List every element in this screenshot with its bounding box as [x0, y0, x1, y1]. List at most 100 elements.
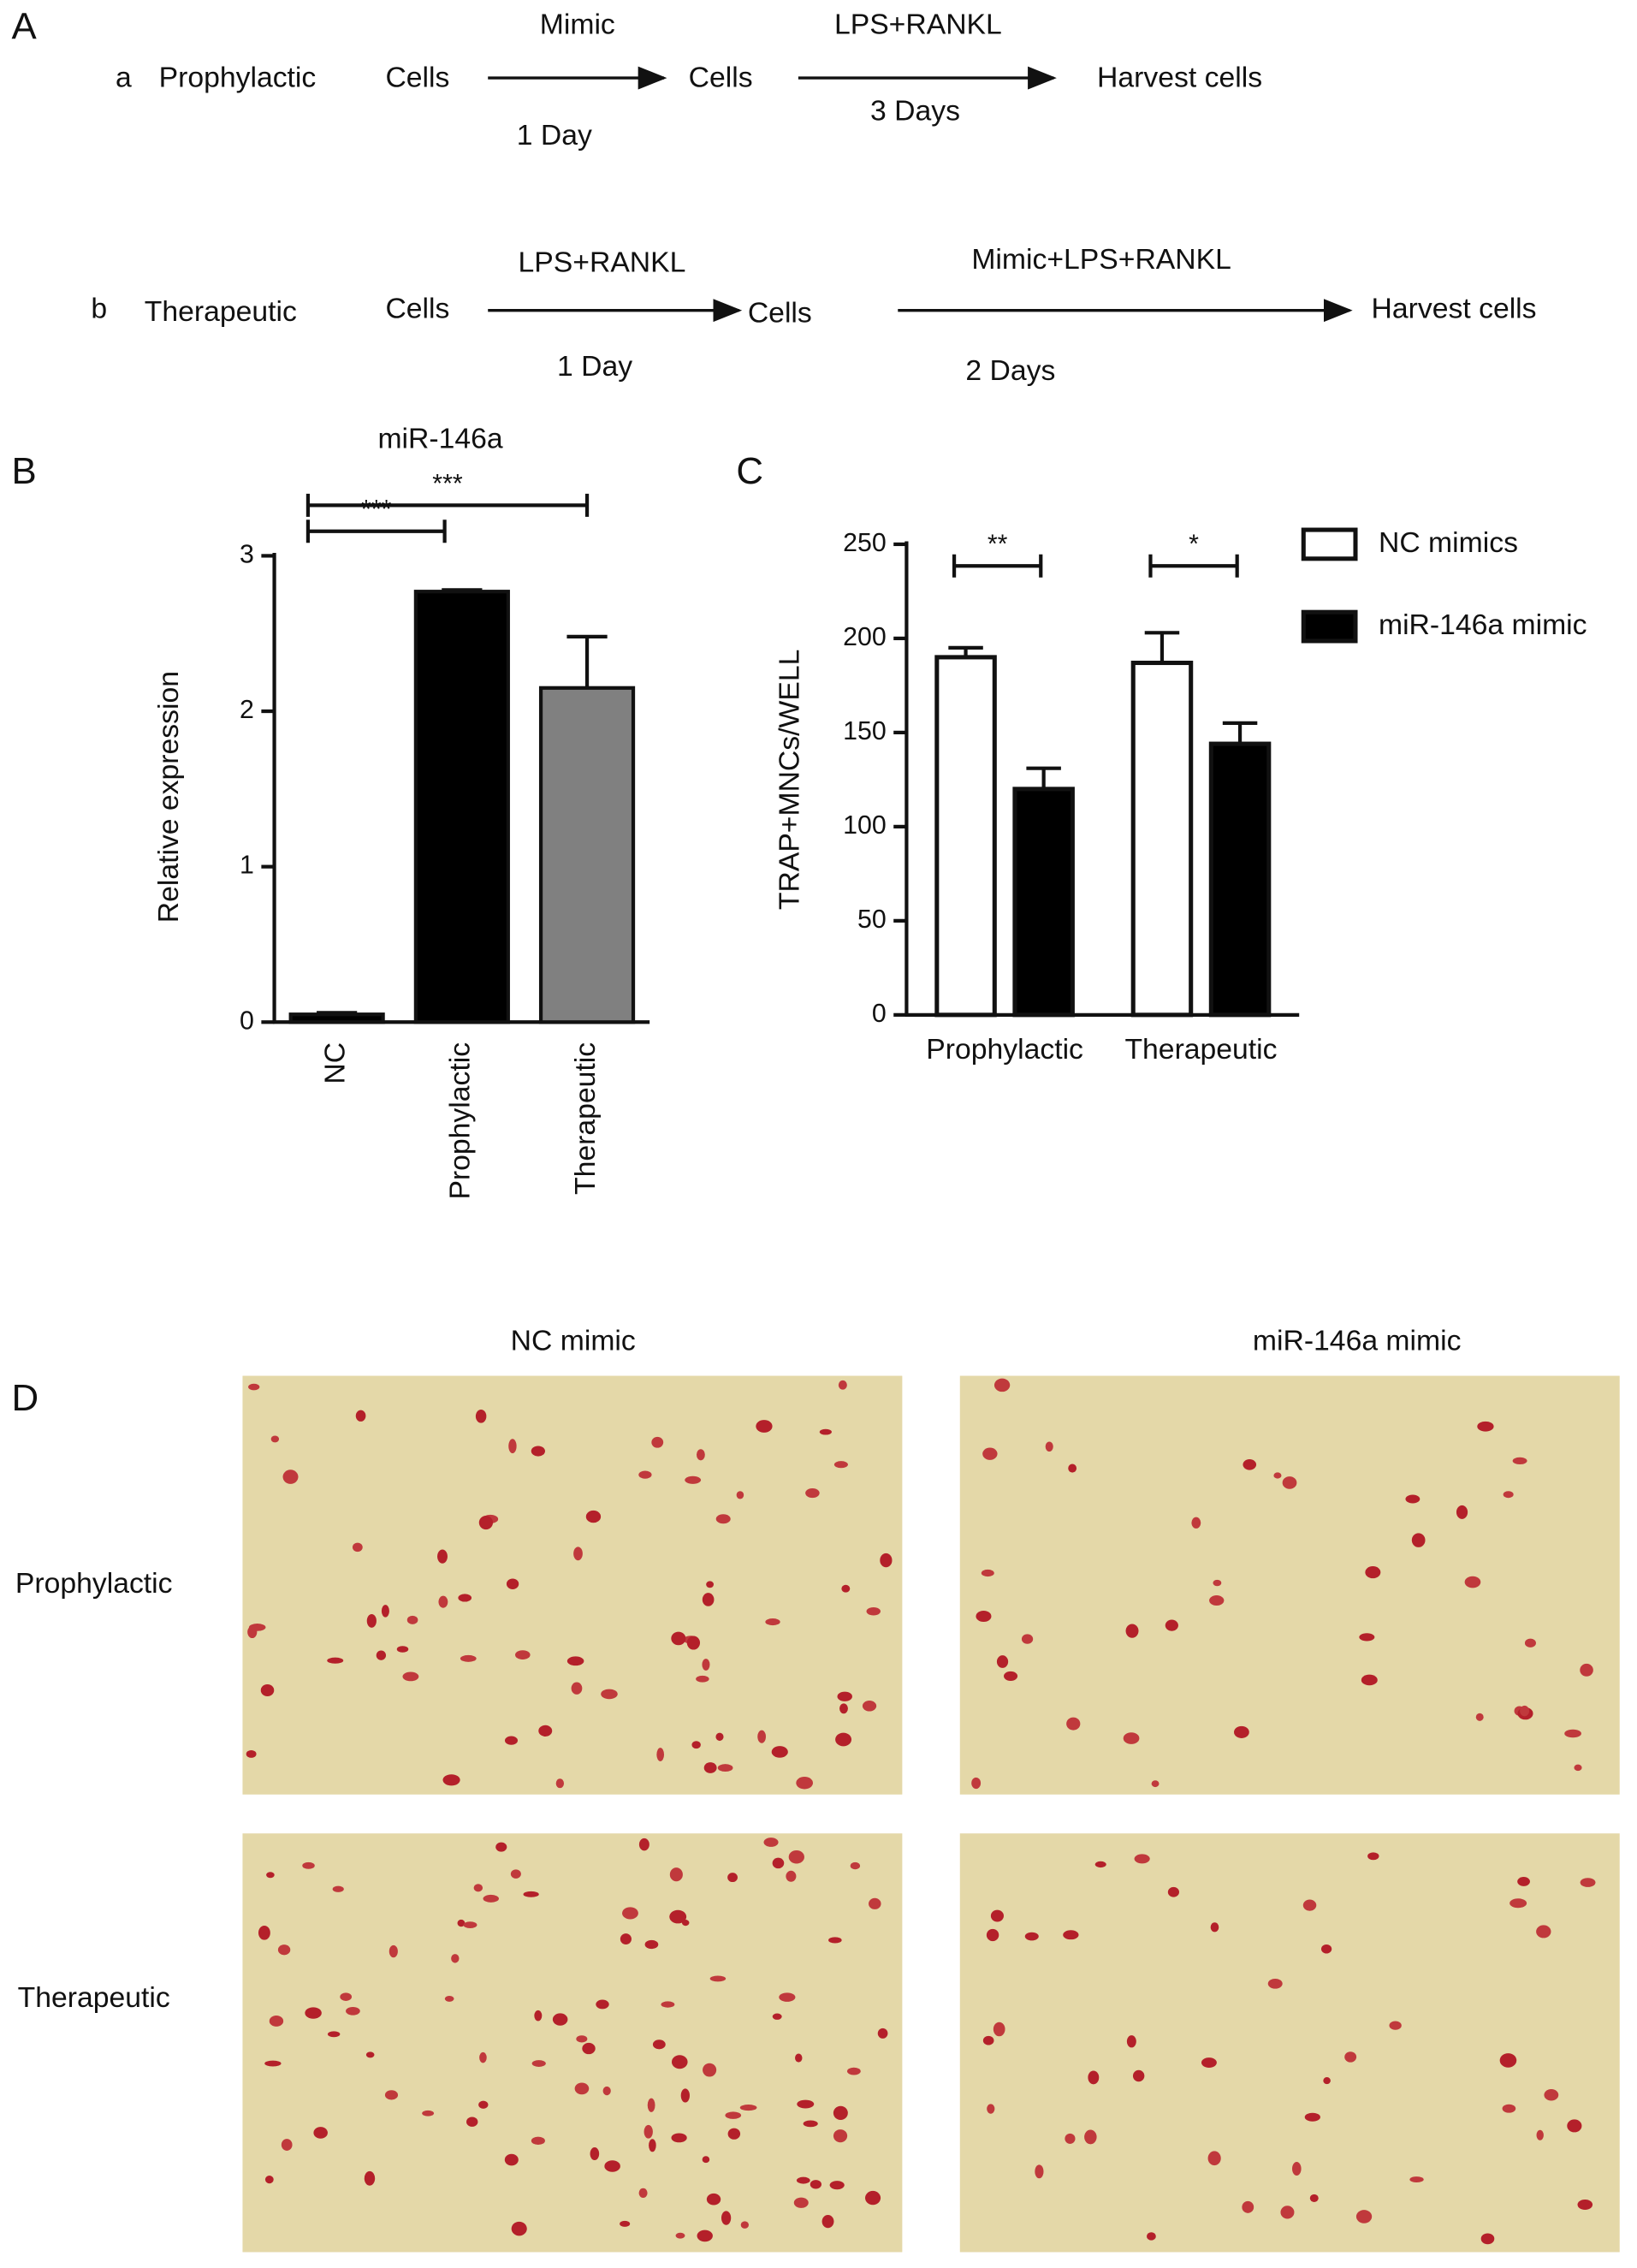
stained-cell: [709, 1975, 727, 1982]
step-text: Cells: [689, 62, 753, 94]
stained-cell: [534, 2010, 543, 2022]
stained-cell: [1068, 1464, 1077, 1473]
stained-cell: [475, 1409, 487, 1423]
stained-cell: [451, 1954, 460, 1963]
legend-swatch: [1301, 609, 1358, 644]
stained-cell: [702, 1593, 715, 1606]
stained-cell: [442, 1774, 460, 1786]
stained-cell: [463, 1921, 477, 1928]
stained-cell: [1544, 2088, 1559, 2101]
stained-cell: [638, 1838, 649, 1851]
stained-cell: [1024, 1932, 1039, 1941]
stained-cell: [771, 1746, 788, 1758]
stained-cell: [504, 1736, 519, 1745]
stained-cell: [281, 2139, 293, 2151]
stained-cell: [669, 1867, 683, 1882]
stained-cell: [671, 2133, 687, 2143]
x-tick-label: Prophylactic: [444, 1042, 477, 1200]
stained-cell: [880, 1553, 893, 1568]
bar: [1130, 660, 1194, 1018]
stained-cell: [327, 1657, 344, 1664]
y-tick-label: 1: [240, 852, 254, 880]
y-tick-label: 200: [843, 623, 887, 651]
stained-cell: [1512, 1457, 1527, 1465]
stained-cell: [355, 1410, 366, 1422]
y-tick-label: 0: [872, 1000, 887, 1028]
micrograph: [242, 1375, 903, 1795]
stained-cell: [772, 1857, 785, 1869]
stained-cell: [515, 1650, 531, 1659]
stained-cell: [444, 1996, 454, 2002]
stained-cell: [740, 2221, 749, 2229]
stained-cell: [1480, 2233, 1495, 2245]
significance-label: ***: [361, 496, 392, 524]
stained-cell: [727, 1873, 738, 1883]
stained-cell: [681, 1920, 690, 1927]
stained-cell: [1577, 2200, 1593, 2210]
stained-cell: [706, 2193, 721, 2206]
stained-cell: [269, 2015, 284, 2027]
stained-cell: [1065, 2133, 1076, 2144]
y-tick-label: 0: [240, 1006, 254, 1035]
y-axis-label: Relative expression: [152, 671, 185, 923]
stained-cell: [585, 1510, 602, 1523]
stained-cell: [1475, 1713, 1484, 1721]
stained-cell: [1464, 1576, 1481, 1588]
stained-cell: [508, 1439, 517, 1454]
stained-cell: [819, 1428, 832, 1435]
stained-cell: [602, 2086, 611, 2096]
stained-cell: [1359, 1633, 1375, 1642]
step-text: 1 Day: [557, 350, 632, 383]
stained-cell: [1004, 1671, 1018, 1681]
stained-cell: [246, 1750, 257, 1758]
stained-cell: [1021, 1634, 1034, 1644]
stained-cell: [1243, 1458, 1257, 1470]
stained-cell: [866, 1607, 881, 1616]
stained-cell: [846, 2067, 861, 2075]
stained-cell: [1234, 1725, 1249, 1738]
stained-cell: [277, 1944, 291, 1956]
stained-cell: [993, 1378, 1011, 1392]
stained-cell: [638, 1470, 652, 1479]
step-text: LPS+RANKL: [519, 246, 686, 279]
x-tick-label: NC: [319, 1042, 352, 1084]
stained-cell: [1520, 1705, 1530, 1717]
stained-cell: [982, 2035, 994, 2045]
stained-cell: [1280, 2206, 1295, 2219]
bar: [1012, 787, 1075, 1018]
stained-cell: [671, 1631, 686, 1646]
stained-cell: [669, 1909, 687, 1924]
panel-label: A: [12, 5, 38, 47]
stained-cell: [661, 2001, 675, 2008]
stained-cell: [1292, 2162, 1302, 2176]
stained-cell: [327, 2031, 341, 2038]
stained-cell: [1304, 2112, 1320, 2122]
stained-cell: [1132, 2069, 1145, 2082]
stained-cell: [691, 1741, 701, 1749]
stained-cell: [1564, 1729, 1581, 1738]
column-title: miR-146a mimic: [1253, 1325, 1462, 1357]
stained-cell: [478, 2100, 489, 2109]
stained-cell: [457, 1919, 466, 1927]
row-title: Prophylactic: [15, 1567, 173, 1600]
step-text: Mimic+LPS+RANKL: [971, 243, 1231, 276]
stained-cell: [332, 1885, 344, 1892]
stained-cell: [1344, 2051, 1357, 2063]
stained-cell: [574, 2082, 590, 2095]
step-text: Cells: [748, 297, 812, 330]
stained-cell: [1207, 2151, 1221, 2166]
step-text: Cells: [385, 62, 449, 94]
bar: [288, 1012, 385, 1024]
stained-cell: [258, 1925, 270, 1940]
stained-cell: [248, 1383, 260, 1391]
stained-cell: [971, 1777, 982, 1790]
x-tick-label: Therapeutic: [569, 1042, 602, 1195]
stained-cell: [982, 1447, 998, 1460]
stained-cell: [384, 2090, 399, 2100]
row-label: b: [91, 293, 107, 325]
y-tick-label: 150: [843, 717, 887, 745]
stained-cell: [1580, 1663, 1593, 1677]
stained-cell: [651, 1436, 664, 1448]
stained-cell: [1320, 1944, 1332, 1954]
stained-cell: [458, 1594, 472, 1602]
